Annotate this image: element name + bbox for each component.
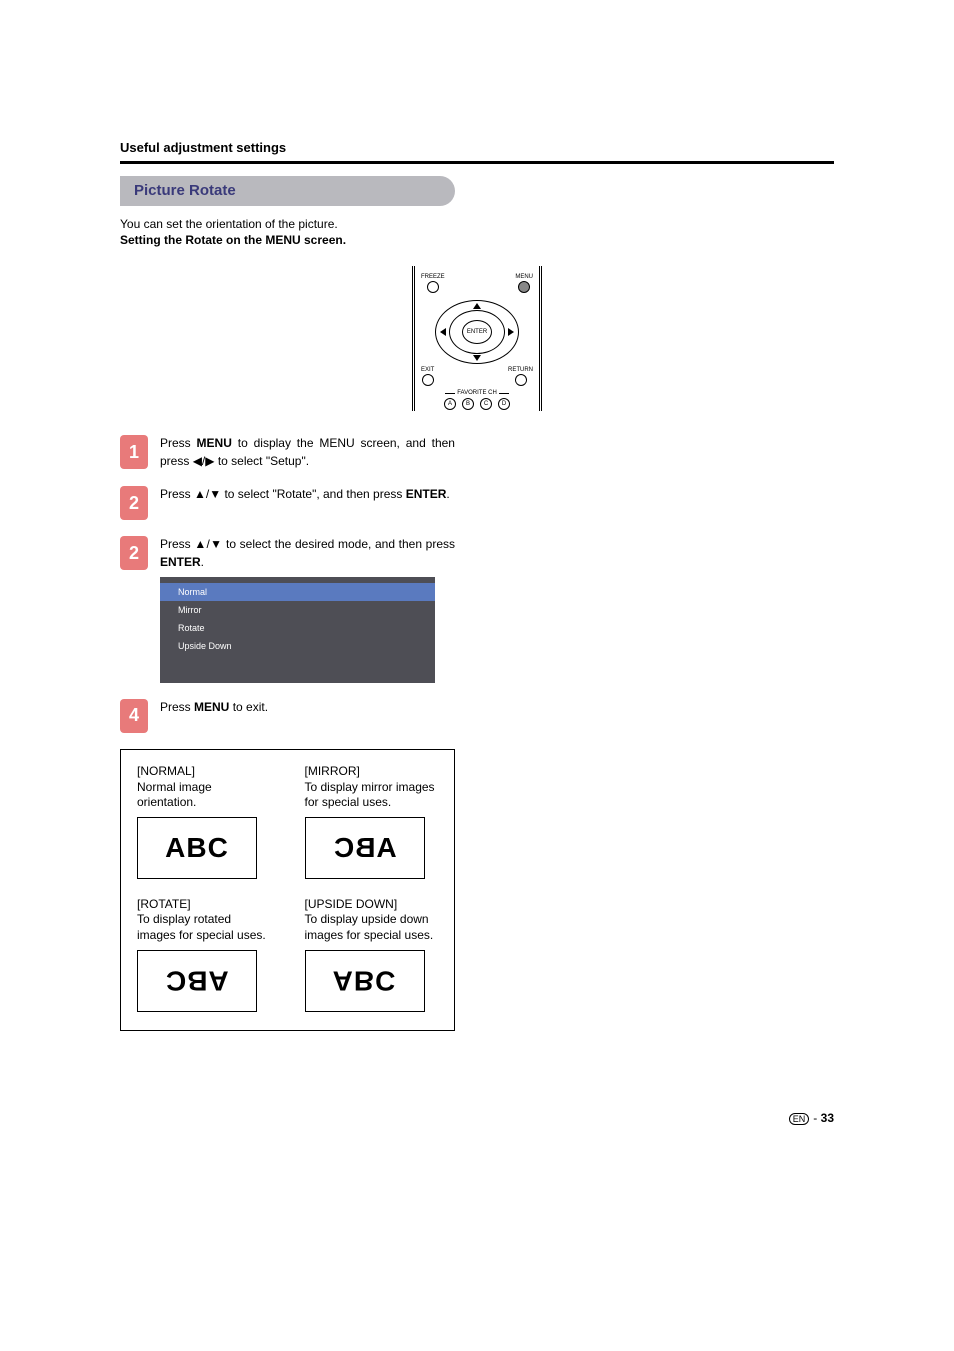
menu-label: MENU: [515, 274, 533, 293]
remote-illustration: FREEZE MENU ENTER EXIT RETURN FAVORITE C…: [120, 266, 834, 411]
down-arrow-icon: [473, 355, 481, 361]
fav-c-button: C: [480, 398, 492, 410]
step-number: 2: [120, 536, 148, 570]
example-image-mirror: ABC: [305, 817, 425, 879]
exit-button-icon: [422, 374, 434, 386]
fav-d-button: D: [498, 398, 510, 410]
example-rotate: [ROTATE] To display rotated images for s…: [137, 897, 271, 1012]
step-text: Press MENU to exit.: [160, 699, 268, 716]
example-label: [MIRROR]: [305, 764, 439, 780]
example-desc: To display mirror images for special use…: [305, 780, 439, 811]
step-number: 2: [120, 486, 148, 520]
favorite-row: FAVORITE CH A B C D: [421, 390, 533, 410]
example-image-normal: ABC: [137, 817, 257, 879]
left-right-arrows-icon: ◀/▶: [193, 454, 215, 468]
freeze-button-icon: [427, 281, 439, 293]
freeze-label: FREEZE: [421, 274, 445, 293]
step-3: 2 Press ▲/▼ to select the desired mode, …: [120, 536, 455, 571]
page-footer: EN- 33: [120, 1111, 834, 1125]
exit-label: EXIT: [421, 367, 434, 386]
step-number: 4: [120, 699, 148, 733]
dpad: ENTER: [434, 297, 520, 367]
right-arrow-icon: [508, 328, 514, 336]
menu-item-upside-down[interactable]: Upside Down: [160, 637, 435, 655]
left-arrow-icon: [440, 328, 446, 336]
up-down-arrows-icon: ▲/▼: [194, 537, 222, 551]
fav-b-button: B: [462, 398, 474, 410]
up-down-arrows-icon: ▲/▼: [194, 487, 221, 501]
menu-button-icon: [518, 281, 530, 293]
divider: [120, 161, 834, 164]
example-upside-down: [UPSIDE DOWN] To display upside down ima…: [305, 897, 439, 1012]
favorite-label: FAVORITE CH: [457, 390, 497, 396]
example-mirror: [MIRROR] To display mirror images for sp…: [305, 764, 439, 879]
enter-button: ENTER: [462, 320, 492, 344]
example-image-rotate: ABC: [137, 950, 257, 1012]
example-label: [UPSIDE DOWN]: [305, 897, 439, 913]
menu-item-mirror[interactable]: Mirror: [160, 601, 435, 619]
language-badge: EN: [789, 1113, 810, 1125]
section-pill: Picture Rotate: [120, 176, 455, 206]
return-button-icon: [515, 374, 527, 386]
example-desc: To display upside down images for specia…: [305, 912, 439, 943]
step-number: 1: [120, 435, 148, 469]
up-arrow-icon: [473, 303, 481, 309]
rotate-menu: Normal Mirror Rotate Upside Down: [160, 577, 435, 683]
example-image-upside-down: ABC: [305, 950, 425, 1012]
intro-text: You can set the orientation of the pictu…: [120, 216, 834, 248]
example-label: [ROTATE]: [137, 897, 271, 913]
example-normal: [NORMAL] Normal image orientation. ABC: [137, 764, 271, 879]
step-4: 4 Press MENU to exit.: [120, 699, 455, 733]
step-text: Press ▲/▼ to select "Rotate", and then p…: [160, 486, 450, 503]
intro-line-1: You can set the orientation of the pictu…: [120, 217, 338, 231]
step-text: Press ▲/▼ to select the desired mode, an…: [160, 536, 455, 571]
step-1: 1 Press MENU to display the MENU screen,…: [120, 435, 455, 470]
menu-item-normal[interactable]: Normal: [160, 583, 435, 601]
section-title: Picture Rotate: [134, 182, 236, 199]
examples-box: [NORMAL] Normal image orientation. ABC […: [120, 749, 455, 1031]
example-label: [NORMAL]: [137, 764, 271, 780]
example-desc: Normal image orientation.: [137, 780, 271, 811]
menu-item-rotate[interactable]: Rotate: [160, 619, 435, 637]
step-text: Press MENU to display the MENU screen, a…: [160, 435, 455, 470]
section-header: Useful adjustment settings: [120, 140, 834, 155]
fav-a-button: A: [444, 398, 456, 410]
step-2: 2 Press ▲/▼ to select "Rotate", and then…: [120, 486, 455, 520]
example-desc: To display rotated images for special us…: [137, 912, 271, 943]
return-label: RETURN: [508, 367, 533, 386]
remote-body: FREEZE MENU ENTER EXIT RETURN FAVORITE C…: [412, 266, 542, 411]
intro-line-2: Setting the Rotate on the MENU screen.: [120, 233, 346, 247]
steps-list: 1 Press MENU to display the MENU screen,…: [120, 435, 455, 733]
